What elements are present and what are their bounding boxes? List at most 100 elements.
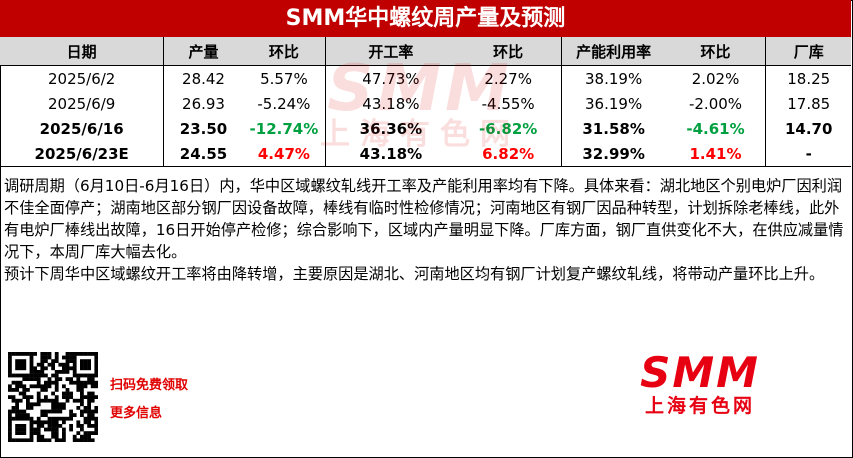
qr-module [90, 352, 95, 356]
qr-module [29, 384, 34, 389]
table-cell: 2.02% [665, 65, 767, 91]
qr-module [51, 420, 55, 425]
qr-module [36, 380, 41, 385]
qr-module [11, 438, 16, 442]
qr-module [62, 438, 66, 442]
qr-module [44, 427, 48, 432]
qr-module [26, 406, 30, 410]
qr-module [29, 406, 34, 410]
qr-module [83, 409, 88, 414]
table-row: 2025/6/2 28.42 5.57% 47.73% 2.27% 38.19% 2.02%… [0, 65, 851, 91]
qr-module [44, 420, 48, 425]
table-cell: -12.74% [242, 116, 327, 141]
qr-module [87, 366, 91, 371]
qr-module [72, 380, 77, 385]
qr-module [54, 373, 59, 378]
qr-module [8, 427, 12, 432]
qr-module [40, 409, 45, 414]
qr-module [72, 373, 77, 378]
qr-module [18, 359, 23, 363]
qr-module [83, 373, 88, 378]
qr-module [62, 416, 66, 421]
table-cell: -4.61% [665, 116, 767, 141]
table-cell: 43.18% [362, 94, 420, 113]
qr-module [33, 402, 37, 407]
qr-module [62, 395, 66, 399]
table-cell: -5.24% [242, 91, 327, 116]
qr-module [18, 380, 23, 385]
qr-module [54, 402, 59, 407]
table-body: 2025/6/2 28.42 5.57% 47.73% 2.27% 38.19% 2.02%… [0, 65, 851, 167]
qr-module [54, 431, 59, 435]
qr-module [44, 384, 48, 389]
qr-module [15, 352, 19, 356]
qr-module [83, 434, 88, 439]
qr-module [40, 434, 45, 439]
qr-module [22, 388, 27, 392]
header-row: 日期 产量 环比 开工率 环比 产能利用率 环比 厂库 [0, 37, 851, 66]
qr-caption-line: 扫码免费领取 [110, 378, 189, 393]
qr-module [40, 359, 45, 363]
qr-module [76, 431, 81, 435]
qr-module [36, 362, 41, 367]
qr-module [76, 384, 81, 389]
qr-module [83, 431, 88, 435]
qr-module [80, 438, 84, 442]
qr-module [18, 409, 23, 414]
table-row: 2025/6/23E 24.55 4.47% 43.18% 6.82% 32.99% 1.4… [0, 141, 851, 167]
qr-module [90, 431, 95, 435]
qr-module [90, 380, 95, 385]
qr-module [76, 373, 81, 378]
table-cell: 14.70 [784, 119, 833, 138]
qr-module [18, 362, 23, 367]
qr-module [62, 391, 66, 396]
qr-module [80, 427, 84, 432]
qr-module [94, 406, 98, 410]
qr-module [15, 380, 19, 385]
qr-module [80, 373, 84, 378]
qr-module [54, 395, 59, 399]
qr-module [54, 416, 59, 421]
qr-module [58, 406, 63, 410]
qr-module [58, 409, 63, 414]
table-cell: 5.57% [242, 65, 327, 91]
qr-module [26, 395, 30, 399]
qr-module [51, 373, 55, 378]
qr-module [94, 370, 98, 374]
qr-module [44, 366, 48, 371]
qr-module [62, 427, 66, 432]
table-cell: 36.36% [359, 119, 423, 138]
qr-module [29, 370, 34, 374]
qr-module [47, 420, 52, 425]
qr-module [29, 431, 34, 435]
qr-module [80, 388, 84, 392]
qr-module [65, 370, 70, 374]
qr-module [11, 406, 16, 410]
qr-module [94, 366, 98, 371]
qr-module [54, 384, 59, 389]
qr-module [18, 391, 23, 396]
qr-module [69, 355, 73, 360]
qr-module [69, 395, 73, 399]
qr-module [11, 373, 16, 378]
qr-module [80, 434, 84, 439]
qr-module [44, 395, 48, 399]
qr-module [80, 424, 84, 428]
qr-module [94, 352, 98, 356]
qr-module [22, 366, 27, 371]
qr-module [94, 355, 98, 360]
qr-module [8, 416, 12, 421]
qr-module [51, 362, 55, 367]
qr-module [94, 373, 98, 378]
qr-module [54, 377, 59, 381]
qr-module [15, 416, 19, 421]
qr-module [62, 366, 66, 371]
qr-module [8, 413, 12, 417]
qr-module [47, 398, 52, 403]
qr-module [47, 416, 52, 421]
qr-module [76, 398, 81, 403]
qr-module [11, 416, 16, 421]
qr-module [8, 424, 12, 428]
qr-module [29, 420, 34, 425]
qr-module [22, 352, 27, 356]
